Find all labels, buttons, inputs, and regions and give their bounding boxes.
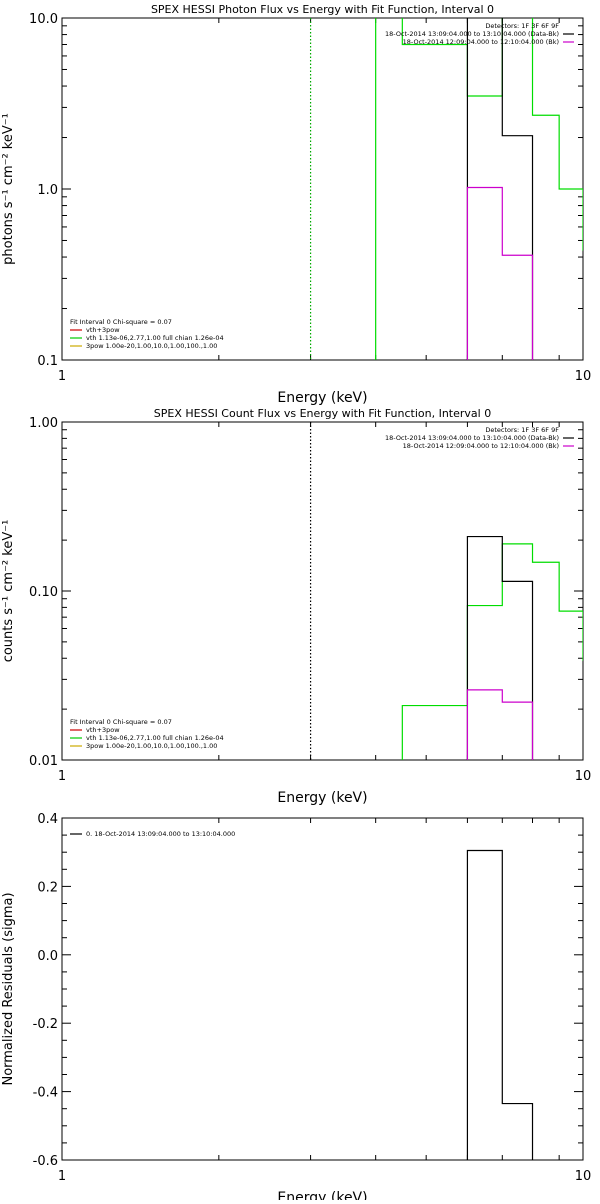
legend-bottom-entry: vth+3pow bbox=[86, 726, 120, 734]
plot-frame bbox=[61, 421, 584, 761]
y-tick-label: 0.0 bbox=[37, 949, 58, 964]
series-1-line bbox=[401, 543, 583, 760]
chart-title: SPEX HESSI Photon Flux vs Energy with Fi… bbox=[151, 3, 494, 16]
legend-top-entry: 18-Oct-2014 12:09:04.000 to 12:10:04.000… bbox=[403, 38, 559, 46]
series-1-line bbox=[375, 18, 583, 360]
chart-panel-3: 1 10 -0.6 -0.4 -0.2 0.0 0.2 0.4 Energy (keV) Norm… bbox=[1, 812, 592, 1204]
legend-bottom-entry: 3pow 1.00e-20,1.00,10.0,1.00,100.,1.00 bbox=[86, 742, 217, 750]
legend-bottom-entry: Fit Interval 0 Chi-square = 0.07 bbox=[70, 318, 172, 326]
series-3-line bbox=[466, 689, 534, 760]
legend-top-entry: 18-Oct-2014 13:09:04.000 to 13:10:04.000… bbox=[385, 30, 559, 38]
x-tick-label: 1 bbox=[58, 369, 66, 384]
y-axis-label: Normalized Residuals (sigma) bbox=[1, 892, 16, 1085]
series-1-line bbox=[466, 849, 534, 1160]
chart-panel-2: SPEX HESSI Count Flux vs Energy with Fit… bbox=[1, 407, 592, 806]
y-tick-label: 10.0 bbox=[29, 12, 58, 27]
x-tick-label: 1 bbox=[58, 769, 66, 784]
y-tick-label: 0.1 bbox=[37, 354, 58, 369]
series-2-line bbox=[466, 18, 534, 360]
plot-area bbox=[309, 422, 583, 760]
plot-area bbox=[309, 18, 583, 360]
series-3-line bbox=[466, 186, 534, 360]
legend-bottom-entry: Fit Interval 0 Chi-square = 0.07 bbox=[70, 718, 172, 726]
legend-top-entry: Detectors: 1F 3F 6F 9F bbox=[485, 426, 559, 434]
y-tick-label: -0.2 bbox=[33, 1017, 58, 1032]
plot-frame bbox=[61, 817, 584, 1161]
plot-frame bbox=[61, 17, 584, 361]
y-tick-label: -0.6 bbox=[33, 1154, 58, 1169]
x-axis-label: Energy (keV) bbox=[277, 1190, 367, 1200]
y-tick-label: 0.10 bbox=[29, 585, 58, 600]
legend-bottom-entry: vth+3pow bbox=[86, 326, 120, 334]
legend-top-entry: Detectors: 1F 3F 6F 9F bbox=[485, 22, 559, 30]
y-tick-label: 1.0 bbox=[37, 183, 58, 198]
chart-panel-1: SPEX HESSI Photon Flux vs Energy with Fi… bbox=[1, 3, 592, 406]
legend-top-entry: 0. 18-Oct-2014 13:09:04.000 to 13:10:04.… bbox=[86, 830, 235, 838]
y-tick-label: 1.00 bbox=[29, 416, 58, 431]
y-tick-label: 0.4 bbox=[37, 812, 58, 827]
legend-top-entry: 18-Oct-2014 12:09:04.000 to 12:10:04.000… bbox=[403, 442, 559, 450]
y-tick-label: 0.2 bbox=[37, 880, 58, 895]
x-tick-label: 1 bbox=[58, 1169, 66, 1184]
chart-title: SPEX HESSI Count Flux vs Energy with Fit… bbox=[154, 407, 491, 420]
legend-bottom-entry: 3pow 1.00e-20,1.00,10.0,1.00,100.,1.00 bbox=[86, 342, 217, 350]
y-axis-label: counts s⁻¹ cm⁻² keV⁻¹ bbox=[1, 520, 16, 663]
y-tick-label: 0.01 bbox=[29, 754, 58, 769]
series-2-line bbox=[466, 535, 534, 760]
legend-top-entry: 18-Oct-2014 13:09:04.000 to 13:10:04.000… bbox=[385, 434, 559, 442]
x-tick-label: 10 bbox=[575, 1169, 592, 1184]
y-axis-label: photons s⁻¹ cm⁻² keV⁻¹ bbox=[1, 113, 16, 265]
plot-area bbox=[466, 849, 534, 1160]
legend-bottom-entry: vth 1.13e-06,2.77,1.00 full chian 1.26e-… bbox=[86, 734, 224, 742]
y-tick-label: -0.4 bbox=[33, 1086, 58, 1101]
x-axis-label: Energy (keV) bbox=[277, 390, 367, 406]
x-tick-label: 10 bbox=[575, 769, 592, 784]
x-tick-label: 10 bbox=[575, 369, 592, 384]
x-axis-label: Energy (keV) bbox=[277, 790, 367, 806]
legend-bottom-entry: vth 1.13e-06,2.77,1.00 full chian 1.26e-… bbox=[86, 334, 224, 342]
